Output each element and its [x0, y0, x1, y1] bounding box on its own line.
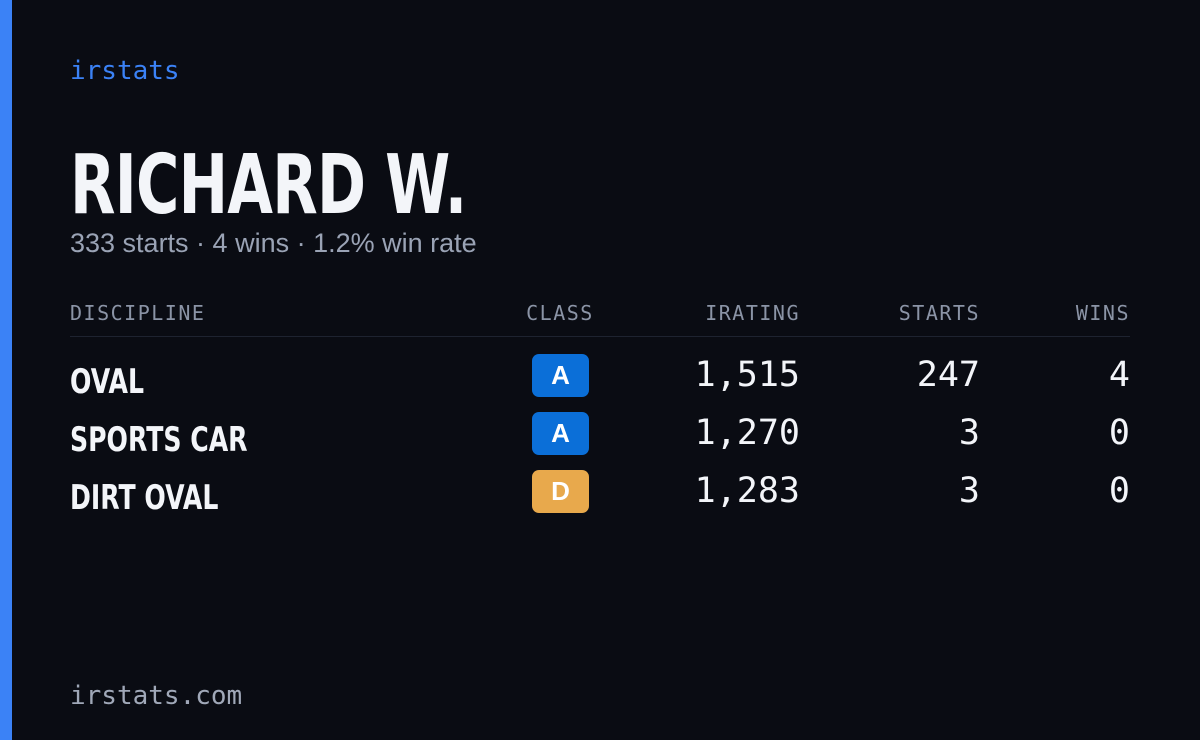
starts: 247	[916, 355, 980, 395]
class-badge: A	[532, 412, 589, 455]
class-badge: A	[532, 354, 589, 397]
divider	[70, 336, 1130, 337]
starts: 3	[958, 471, 980, 511]
discipline: SPORTS CAR	[70, 420, 248, 460]
driver-name: RICHARD W.	[70, 138, 467, 233]
irating: 1,515	[694, 355, 800, 395]
starts: 3	[958, 413, 980, 453]
column-header: STARTS	[898, 301, 980, 325]
wins: 4	[1108, 355, 1130, 395]
subtitle: 333 starts · 4 wins · 1.2% win rate	[70, 228, 477, 258]
discipline: OVAL	[70, 362, 144, 402]
accent-bar	[0, 0, 12, 740]
brand: irstats	[70, 56, 180, 86]
column-header: CLASS	[526, 301, 594, 325]
discipline: DIRT OVAL	[70, 478, 219, 518]
column-header: IRATING	[705, 301, 800, 325]
wins: 0	[1108, 413, 1130, 453]
wins: 0	[1108, 471, 1130, 511]
column-header: DISCIPLINE	[70, 301, 206, 325]
irating: 1,270	[694, 413, 800, 453]
irating: 1,283	[694, 471, 800, 511]
class-badge: D	[532, 470, 589, 513]
column-header: WINS	[1075, 301, 1130, 325]
footer: irstats.com	[70, 681, 243, 711]
